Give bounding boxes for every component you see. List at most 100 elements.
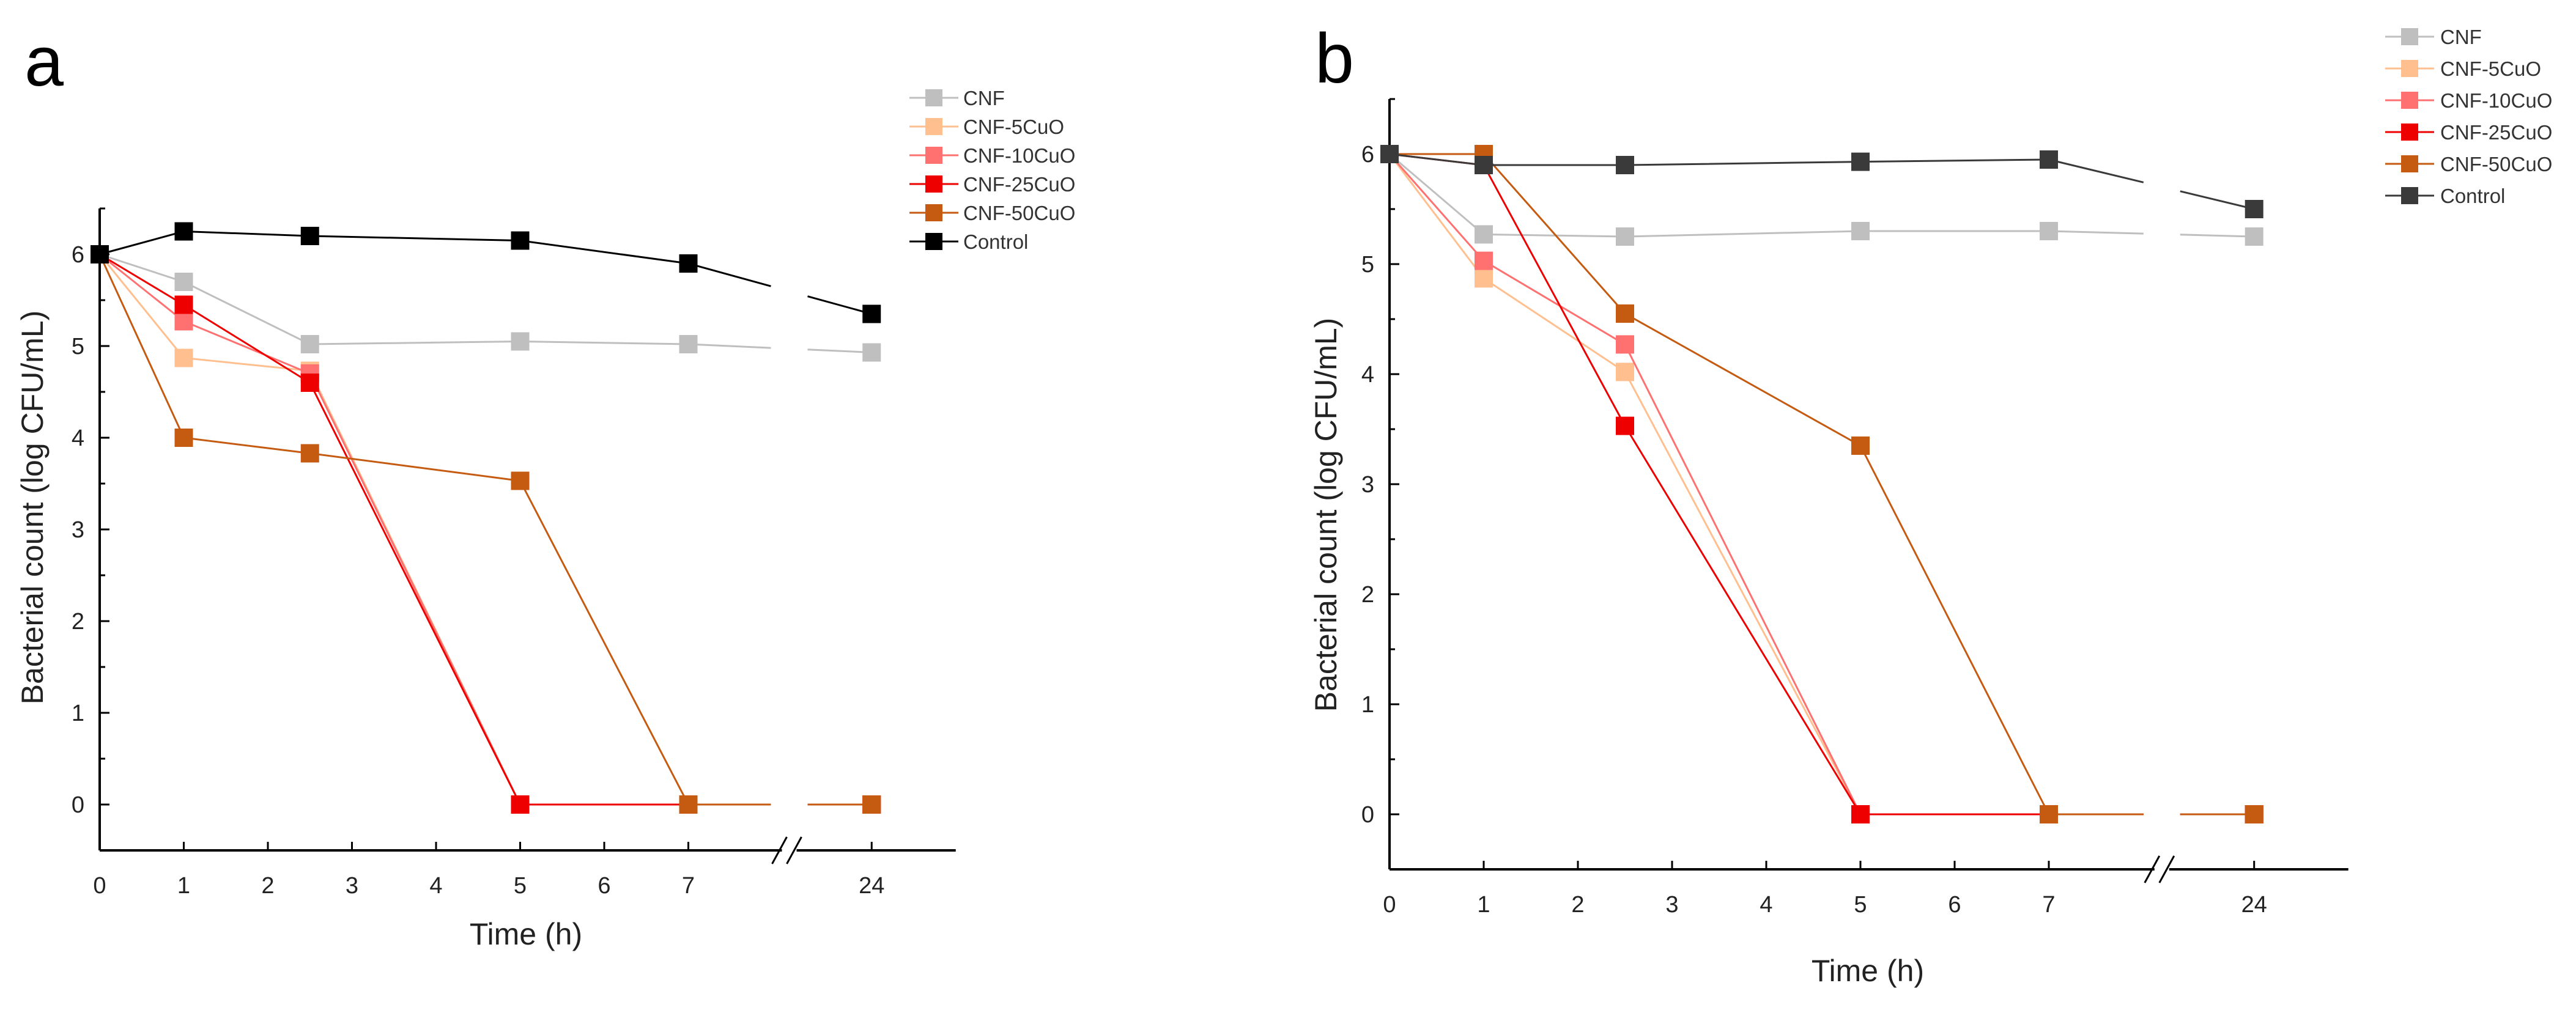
data-point-marker bbox=[2245, 805, 2263, 823]
legend-marker bbox=[925, 89, 942, 106]
x-tick-label: 2 bbox=[1571, 892, 1584, 918]
legend-marker bbox=[2401, 28, 2418, 45]
series-control bbox=[91, 222, 881, 323]
x-tick-label: 6 bbox=[598, 873, 610, 899]
data-point-marker bbox=[174, 429, 193, 447]
y-axis-label: Bacterial count (log CFU/mL) bbox=[1309, 318, 1343, 712]
data-point-marker bbox=[300, 335, 319, 353]
series-cnf-50cuo bbox=[91, 245, 881, 814]
y-tick-label: 6 bbox=[72, 242, 84, 268]
legend-label: CNF-10CuO bbox=[2440, 89, 2552, 112]
y-tick-label: 0 bbox=[1361, 802, 1374, 828]
data-point-marker bbox=[174, 312, 193, 331]
series-line bbox=[2048, 158, 2144, 183]
series-line bbox=[688, 262, 771, 287]
axis-break-mark bbox=[2144, 855, 2175, 883]
legend-label: CNF-10CuO bbox=[963, 144, 1075, 167]
data-point-marker bbox=[300, 374, 319, 392]
x-tick-label: 6 bbox=[1948, 892, 1961, 918]
data-point-marker bbox=[1475, 156, 1493, 174]
series-cnf-50cuo bbox=[1380, 145, 2263, 823]
series-line bbox=[98, 254, 689, 806]
legend-marker bbox=[2401, 92, 2418, 109]
x-tick-label: 7 bbox=[2042, 892, 2055, 918]
x-tick-label: 3 bbox=[346, 873, 358, 899]
data-point-marker bbox=[1616, 335, 1634, 354]
x-tick-label: 24 bbox=[2241, 892, 2267, 918]
series-line bbox=[807, 295, 872, 315]
legend-label: CNF-50CuO bbox=[2440, 153, 2552, 175]
x-tick-label: 7 bbox=[682, 873, 695, 899]
data-point-marker bbox=[1475, 269, 1493, 288]
legend-marker bbox=[925, 233, 942, 250]
data-point-marker bbox=[1616, 156, 1634, 174]
legend-marker bbox=[925, 118, 942, 135]
data-point-marker bbox=[679, 795, 698, 814]
legend-label: CNF-25CuO bbox=[2440, 121, 2552, 144]
data-point-marker bbox=[1380, 145, 1399, 163]
legend-label: CNF bbox=[2440, 26, 2482, 48]
data-point-marker bbox=[2040, 805, 2058, 823]
series-cnf-5cuo bbox=[91, 245, 881, 814]
legend-label: CNF-25CuO bbox=[963, 173, 1075, 196]
data-point-marker bbox=[300, 444, 319, 463]
x-axis-label: Time (h) bbox=[1812, 954, 1924, 988]
data-point-marker bbox=[174, 222, 193, 241]
series-line bbox=[2048, 230, 2144, 235]
legend-marker bbox=[925, 175, 942, 193]
data-point-marker bbox=[1851, 805, 1870, 823]
legend-label: CNF bbox=[963, 87, 1005, 109]
data-point-marker bbox=[1616, 416, 1634, 435]
data-point-marker bbox=[1616, 304, 1634, 323]
series-line bbox=[99, 253, 689, 806]
x-tick-label: 3 bbox=[1665, 892, 1678, 918]
series-line bbox=[688, 343, 771, 349]
series-cnf bbox=[1380, 145, 2263, 246]
legend-marker bbox=[925, 147, 942, 164]
y-tick-label: 1 bbox=[72, 701, 84, 726]
y-tick-label: 4 bbox=[72, 425, 84, 451]
data-point-marker bbox=[1616, 363, 1634, 381]
series-cnf-10cuo bbox=[1380, 145, 2263, 823]
panel-b: b 0 1 2 3 4 5 6 0 1 2 3 4 5 6 7 24 Time (h) Bacterial coun… bbox=[1309, 20, 2552, 988]
y-tick-label: 5 bbox=[72, 334, 84, 359]
legend-marker bbox=[925, 204, 942, 221]
y-tick-label: 3 bbox=[1361, 472, 1374, 498]
data-point-marker bbox=[1475, 251, 1493, 270]
legend-label: CNF-5CuO bbox=[963, 116, 1064, 138]
data-point-marker bbox=[862, 795, 881, 814]
data-point-marker bbox=[862, 304, 881, 323]
data-point-marker bbox=[679, 254, 698, 273]
legend-marker bbox=[2401, 155, 2418, 172]
data-point-marker bbox=[174, 273, 193, 291]
series-cnf-10cuo bbox=[91, 245, 881, 814]
data-point-marker bbox=[174, 295, 193, 314]
series-cnf-5cuo bbox=[1380, 145, 2263, 823]
y-axis-label: Bacterial count (log CFU/mL) bbox=[15, 311, 50, 705]
legend-label: Control bbox=[963, 230, 1028, 253]
series-line bbox=[807, 348, 872, 353]
data-point-marker bbox=[1851, 436, 1870, 455]
x-tick-label: 1 bbox=[177, 873, 190, 899]
y-tick-label: 0 bbox=[72, 792, 84, 818]
x-tick-label: 1 bbox=[1477, 892, 1490, 918]
data-point-marker bbox=[511, 795, 530, 814]
series-line bbox=[99, 253, 689, 806]
x-tick-label: 0 bbox=[93, 873, 106, 899]
panel-a: a 0 1 2 3 4 5 6 0 1 2 3 4 5 6 7 24 Time (h) Bacterial coun… bbox=[15, 23, 1075, 951]
data-point-marker bbox=[2245, 227, 2263, 246]
series-line bbox=[98, 254, 689, 805]
y-tick-label: 1 bbox=[1361, 692, 1374, 718]
data-point-marker bbox=[1616, 227, 1634, 246]
data-point-marker bbox=[862, 343, 881, 362]
series-cnf-25cuo bbox=[91, 245, 881, 814]
legend-marker bbox=[2401, 60, 2418, 77]
y-tick-label: 3 bbox=[72, 517, 84, 543]
data-point-marker bbox=[2040, 150, 2058, 169]
data-point-marker bbox=[174, 348, 193, 367]
y-tick-label: 2 bbox=[72, 609, 84, 635]
data-point-marker bbox=[91, 245, 109, 263]
y-tick-label: 2 bbox=[1361, 582, 1374, 608]
legend-label: CNF-50CuO bbox=[963, 202, 1075, 224]
